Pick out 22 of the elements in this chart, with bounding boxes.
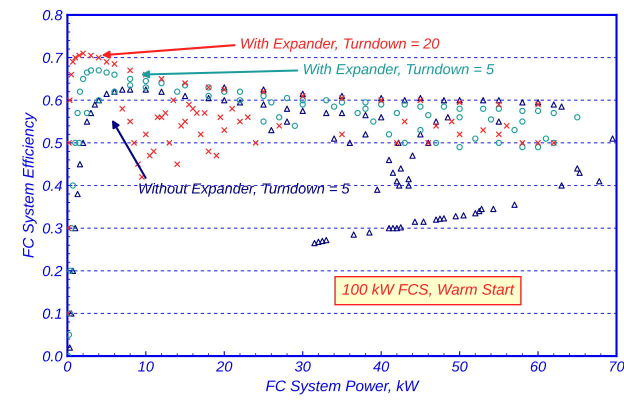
y-tick-label: 0.5 [42, 138, 63, 148]
y-axis-title: FC System Efficiency [22, 112, 37, 258]
x-tick-label: 40 [373, 361, 390, 372]
series-label: With Expander, Turndown = 5 [304, 64, 494, 78]
series-label: Without Expander, Turndown = 5 [139, 182, 350, 197]
x-tick-label: 60 [530, 361, 546, 372]
x-tick-label: 50 [452, 361, 468, 372]
y-tick-label: 0.7 [42, 52, 63, 64]
y-tick-label: 0.4 [42, 180, 62, 191]
y-tick-label: 0.1 [42, 308, 62, 319]
y-tick-label: 0.8 [42, 10, 62, 20]
y-tick-label: 0.2 [42, 266, 62, 276]
text: With Expander, Turndown = 20 [241, 38, 440, 52]
x-tick-label: 30 [294, 361, 311, 372]
x-tick-label: 10 [138, 361, 154, 372]
annotation: 100 kW FCS, Warm Start [342, 284, 515, 297]
x-tick-label: 20 [216, 361, 232, 372]
y-tick-label: 0.3 [42, 223, 62, 234]
x-tick-label: 0 [64, 361, 72, 372]
y-tick-label: 0.6 [42, 95, 63, 106]
y-tick-label: 0.0 [42, 351, 62, 362]
x-axis-title: FC System Power, kW [266, 380, 420, 394]
